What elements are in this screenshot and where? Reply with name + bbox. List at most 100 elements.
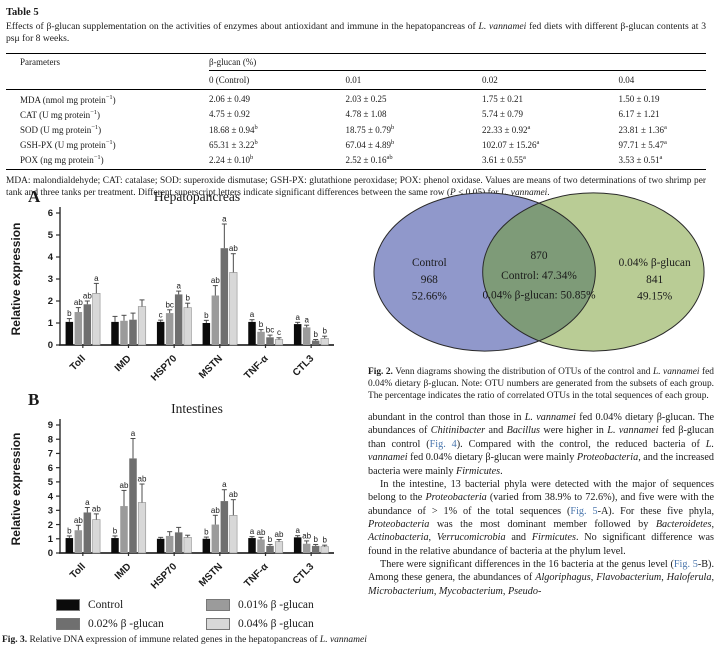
- bar: [137, 502, 147, 554]
- table-row: POX (ng mg protein−1) 2.24 ± 0.10b 2.52 ± …: [6, 151, 706, 170]
- figure3-column: A Hepatopancreas Relative expression 0 1 2 3 4 5…: [0, 183, 368, 645]
- significance-letter: ab: [120, 481, 129, 490]
- text-segment: Pseudo-: [507, 585, 542, 597]
- value-cell: 2.06 ± 0.49: [209, 94, 250, 105]
- legend-label: 0.04% β -glucan: [238, 618, 314, 630]
- text-segment: fed 0.04% dietary β-glucan. Note: OTU nu…: [368, 367, 714, 402]
- bar: [302, 543, 311, 553]
- bar: [293, 324, 302, 345]
- venn-left-label: Control: [412, 257, 447, 269]
- y-tick-label: 5: [48, 230, 54, 241]
- parameter-cell: MDA (nmol mg protein−1): [20, 93, 116, 105]
- table-body: MDA (nmol mg protein−1) 2.06 ± 0.49 2.03 ±…: [6, 89, 706, 170]
- venn-center-glucan-pct: 0.04% β-glucan: 50.85%: [482, 290, 596, 302]
- value-cell: 23.81 ± 1.36a: [618, 123, 667, 135]
- legend-label: 0.01% β -glucan: [238, 599, 314, 611]
- y-tick-label: 6: [48, 463, 53, 474]
- table-caption: Effects of β-glucan supplementation on t…: [6, 21, 706, 46]
- chart-legend: Control 0.01% β -glucan 0.02% β -glucan 0.0…: [0, 599, 368, 630]
- bar: [202, 538, 211, 553]
- text-segment: L. vannamei: [368, 438, 714, 464]
- significance-letter: b: [113, 526, 118, 535]
- x-category-label: MSTN: [197, 353, 225, 381]
- venn-overlap-region: [482, 192, 596, 352]
- chart-title: Hepatopancreas: [154, 189, 240, 204]
- y-tick-label: 0: [48, 340, 53, 351]
- text-segment: fed β-glucan than control (: [368, 425, 714, 450]
- x-category-label: MSTN: [197, 561, 225, 589]
- text-segment: Fig. 3.: [2, 635, 28, 645]
- text-segment: -B). Among these genera, the abundances …: [368, 559, 714, 584]
- col-header-control: 0 (Control): [209, 70, 346, 90]
- significance-letter: b: [185, 294, 190, 303]
- text-segment: fed 0.04% dietary β-glucan. The abundanc…: [368, 412, 714, 437]
- bar: [266, 337, 274, 345]
- venn-right-pct: 49.15%: [637, 291, 673, 303]
- significance-letter: a: [250, 527, 255, 536]
- col-header-parameters: Parameters: [6, 52, 209, 90]
- table-row: GSH-PX (U mg protein−1) 65.31 ± 3.22b 67.0…: [6, 137, 706, 152]
- col-header-001: 0.01: [345, 70, 482, 90]
- text-segment: ,: [661, 572, 667, 584]
- text-segment: Proteobacteria: [368, 518, 430, 530]
- y-axis-label: Relative expression: [9, 433, 23, 546]
- significance-letter: b: [67, 526, 72, 535]
- text-segment: fed diets with different β-glucan conten…: [6, 21, 706, 45]
- col-header-004: 0.04: [618, 70, 706, 90]
- bar: [220, 248, 229, 345]
- significance-letter: a: [85, 498, 90, 507]
- significance-letter: ab: [138, 475, 147, 484]
- table-row: MDA (nmol mg protein−1) 2.06 ± 0.49 2.03 ±…: [6, 89, 706, 107]
- text-segment: . No significant difference was found in…: [368, 532, 714, 557]
- text-segment: ,: [711, 572, 714, 584]
- bar: [320, 546, 329, 554]
- significance-letter: b: [67, 309, 72, 318]
- bar: [274, 541, 284, 554]
- significance-letter: c: [277, 328, 281, 337]
- venn-center-control-pct: Control: 47.34%: [501, 270, 577, 282]
- bar: [311, 545, 320, 553]
- legend-swatch: [56, 599, 80, 611]
- bar: [257, 331, 265, 345]
- bar: [156, 321, 165, 345]
- text-column: Control 968 52.66% 870 Control: 47.34% 0…: [368, 183, 714, 645]
- legend-swatch: [56, 618, 80, 630]
- value-cell: 67.04 ± 4.89b: [345, 138, 395, 150]
- x-category-label: IMD: [113, 561, 134, 582]
- text-segment: were higher in: [540, 425, 608, 437]
- figure-reference-link[interactable]: Fig. 5: [570, 505, 598, 517]
- x-category-label: TNF-α: [242, 561, 271, 590]
- x-category-label: IMD: [113, 353, 134, 374]
- bar-chart-intestines: B Intestines Relative expression 0 1 2 3 4 5 6 7 8 9…: [9, 390, 334, 592]
- significance-letter: b: [268, 535, 273, 544]
- bar: [83, 304, 92, 345]
- bar: [211, 295, 220, 345]
- significance-letter: a: [131, 429, 136, 438]
- text-segment: Haloferula: [666, 572, 712, 584]
- text-segment: Firmicutes: [455, 465, 501, 477]
- text-segment: ,: [433, 585, 439, 597]
- y-tick-label: 6: [48, 208, 53, 219]
- text-segment: L. vannamei: [607, 425, 659, 437]
- text-segment: Bacillus: [506, 425, 540, 437]
- bar: [229, 515, 238, 554]
- value-cell: 18.68 ± 0.94b: [209, 123, 258, 135]
- value-cell: 1.50 ± 0.19: [618, 94, 660, 105]
- bar: [211, 524, 220, 553]
- text-segment: L. vannamei: [478, 21, 527, 32]
- bar: [65, 538, 74, 553]
- y-tick-label: 7: [48, 449, 53, 460]
- significance-letter: a: [295, 526, 300, 535]
- bar: [248, 321, 256, 345]
- bar: [165, 535, 174, 553]
- legend-label: 0.02% β -glucan: [88, 618, 164, 630]
- significance-letter: ab: [229, 490, 238, 499]
- columns: A Hepatopancreas Relative expression 0 1 2 3 4 5…: [0, 183, 714, 645]
- text-segment: Fig. 2.: [368, 367, 393, 377]
- venn-right-outline: [482, 192, 705, 352]
- figure-reference-link[interactable]: Fig. 4: [429, 438, 457, 450]
- text-segment: Chitinibacter: [430, 425, 486, 437]
- value-cell: 22.33 ± 0.92a: [482, 123, 531, 135]
- text-segment: ,: [590, 572, 597, 584]
- figure-reference-link[interactable]: Fig. 5: [673, 559, 698, 571]
